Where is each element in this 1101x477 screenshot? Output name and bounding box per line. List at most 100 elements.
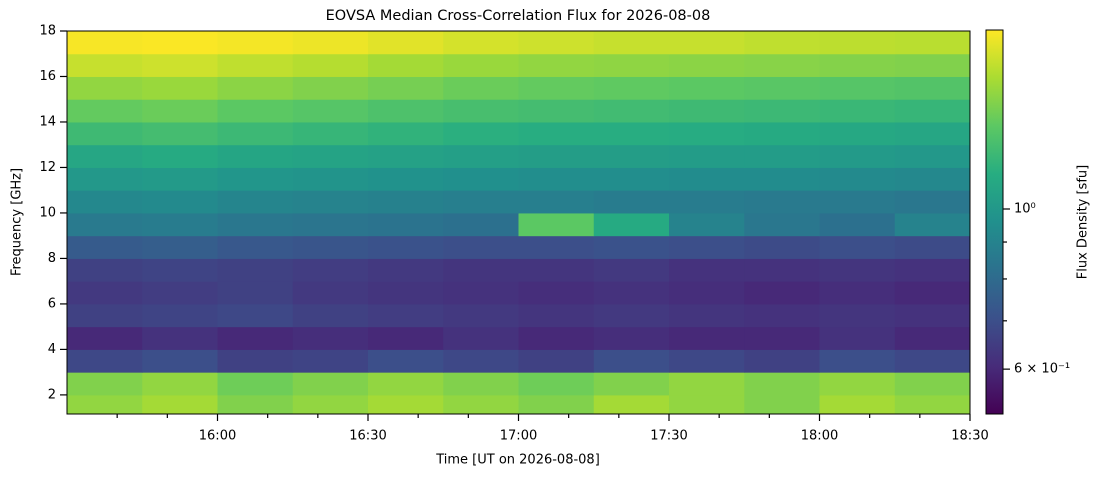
heatmap-cell <box>669 190 745 214</box>
heatmap-cell <box>67 99 143 123</box>
heatmap-cell <box>142 144 218 168</box>
heatmap-cell <box>894 281 971 305</box>
heatmap-cell <box>518 190 595 214</box>
heatmap-cell <box>669 281 745 305</box>
heatmap-cell <box>669 326 745 350</box>
heatmap-cell <box>518 349 595 373</box>
heatmap-cell <box>292 303 369 328</box>
heatmap-cell <box>443 31 519 55</box>
heatmap-cell <box>368 281 444 305</box>
heatmap-cell <box>593 190 670 214</box>
heatmap-cell <box>518 167 595 191</box>
y-tick-label: 8 <box>48 251 56 266</box>
heatmap-cell <box>142 303 218 328</box>
heatmap-cell <box>217 121 294 146</box>
heatmap-cell <box>142 76 218 100</box>
heatmap-cell <box>593 144 670 168</box>
heatmap-cell <box>819 53 896 77</box>
heatmap-cell <box>292 53 369 77</box>
heatmap-cell <box>443 349 519 373</box>
heatmap-cell <box>142 372 218 396</box>
heatmap-cell <box>819 326 896 350</box>
x-tick-label: 18:30 <box>951 429 988 444</box>
heatmap-cell <box>368 76 444 100</box>
heatmap-cell <box>744 144 820 168</box>
heatmap-cell <box>368 167 444 191</box>
heatmap-cell <box>669 167 745 191</box>
heatmap-cell <box>593 303 670 328</box>
heatmap-cell <box>67 281 143 305</box>
heatmap-cell <box>894 76 971 100</box>
heatmap-cell <box>292 212 369 237</box>
heatmap-cell <box>67 349 143 373</box>
heatmap-cell <box>669 235 745 259</box>
heatmap-cell <box>292 167 369 191</box>
colorbar <box>985 29 1004 415</box>
heatmap-cell <box>518 144 595 168</box>
heatmap-cell <box>744 167 820 191</box>
heatmap-cell <box>518 372 595 396</box>
heatmap-cell <box>744 121 820 146</box>
heatmap-cell <box>217 31 294 55</box>
heatmap-cell <box>518 121 595 146</box>
y-axis-label: Frequency [GHz] <box>10 168 25 276</box>
heatmap-cell <box>744 394 820 415</box>
heatmap-cell <box>292 349 369 373</box>
heatmap-cell <box>669 76 745 100</box>
heatmap-cell <box>67 372 143 396</box>
heatmap-cell <box>819 372 896 396</box>
heatmap-cell <box>67 212 143 237</box>
heatmap-cell <box>819 281 896 305</box>
heatmap-cell <box>593 99 670 123</box>
heatmap-cell <box>142 235 218 259</box>
heatmap-cell <box>518 212 595 237</box>
y-tick-label: 16 <box>39 69 56 84</box>
heatmap-cell <box>819 121 896 146</box>
heatmap-cell <box>368 144 444 168</box>
colorbar-tick-label: 10⁰ <box>1014 201 1036 216</box>
heatmap-cell <box>593 167 670 191</box>
heatmap-cell <box>142 167 218 191</box>
heatmap-cell <box>894 167 971 191</box>
heatmap-cell <box>142 53 218 77</box>
heatmap-cell <box>593 76 670 100</box>
heatmap-cell <box>593 31 670 55</box>
heatmap-cell <box>819 190 896 214</box>
heatmap-cell <box>443 76 519 100</box>
heatmap-cell <box>593 53 670 77</box>
heatmap-cell <box>292 372 369 396</box>
heatmap-cell <box>67 258 143 282</box>
heatmap-cell <box>894 190 971 214</box>
heatmap-cell <box>217 167 294 191</box>
heatmap-cell <box>443 212 519 237</box>
heatmap-cell <box>894 121 971 146</box>
heatmap-cell <box>819 31 896 55</box>
heatmap-cell <box>744 76 820 100</box>
heatmap-cell <box>292 99 369 123</box>
heatmap-cell <box>518 99 595 123</box>
heatmap-cell <box>744 212 820 237</box>
heatmap-cell <box>819 349 896 373</box>
heatmap-cell <box>67 76 143 100</box>
heatmap-cell <box>292 281 369 305</box>
heatmap-cell <box>368 394 444 415</box>
heatmap-cell <box>142 258 218 282</box>
heatmap-cell <box>669 303 745 328</box>
x-tick-label: 16:30 <box>349 429 386 444</box>
heatmap-cell <box>518 76 595 100</box>
heatmap-cell <box>518 31 595 55</box>
heatmap-cell <box>744 99 820 123</box>
heatmap-cell <box>819 99 896 123</box>
heatmap-cell <box>894 349 971 373</box>
chart-title: EOVSA Median Cross-Correlation Flux for … <box>326 8 711 24</box>
heatmap-cell <box>217 235 294 259</box>
heatmap-cell <box>744 372 820 396</box>
heatmap-cell <box>217 394 294 415</box>
y-tick-label: 18 <box>39 24 56 39</box>
heatmap-cell <box>518 326 595 350</box>
heatmap-cell <box>894 394 971 415</box>
heatmap-cell <box>67 190 143 214</box>
heatmap-cell <box>217 258 294 282</box>
heatmap-cell <box>819 258 896 282</box>
colorbar-label: Flux Density [sfu] <box>1076 165 1091 279</box>
